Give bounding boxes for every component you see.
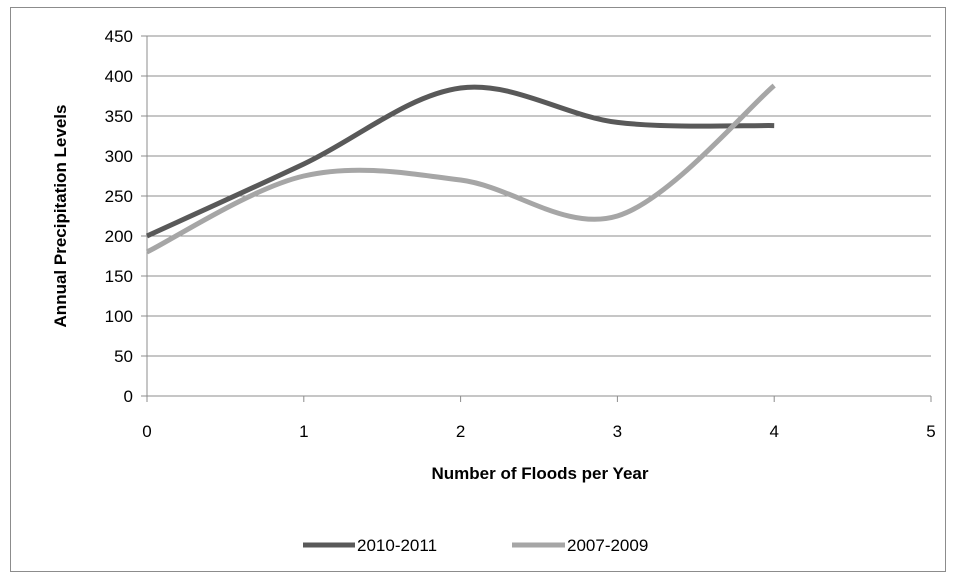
chart-frame bbox=[10, 7, 946, 572]
y-tick-label: 450 bbox=[105, 27, 133, 46]
y-tick-label: 100 bbox=[105, 307, 133, 326]
y-tick-label: 350 bbox=[105, 107, 133, 126]
x-axis-title: Number of Floods per Year bbox=[432, 464, 649, 483]
x-tick-label: 5 bbox=[926, 422, 935, 441]
legend-label-series-2: 2007-2009 bbox=[567, 536, 648, 555]
x-tick-label: 3 bbox=[613, 422, 622, 441]
x-tick-label: 2 bbox=[456, 422, 465, 441]
y-axis-title: Annual Precipitation Levels bbox=[51, 105, 70, 328]
y-tick-labels: 0 50 100 150 200 250 300 350 400 450 bbox=[105, 27, 133, 406]
y-tick-label: 300 bbox=[105, 147, 133, 166]
x-tick-label: 0 bbox=[142, 422, 151, 441]
y-tick-label: 250 bbox=[105, 187, 133, 206]
series-line-1 bbox=[145, 84, 775, 239]
gridlines bbox=[147, 35, 931, 357]
y-tick-label: 150 bbox=[105, 267, 133, 286]
axes bbox=[141, 35, 932, 402]
legend-label-series-1: 2010-2011 bbox=[357, 536, 437, 555]
legend: 2010-2011 2007-2009 bbox=[303, 536, 648, 555]
x-tick-labels: 0 1 2 3 4 5 bbox=[142, 422, 935, 441]
y-tick-label: 0 bbox=[124, 387, 133, 406]
series-lines bbox=[145, 83, 776, 255]
x-tick-label: 1 bbox=[299, 422, 308, 441]
y-tick-label: 400 bbox=[105, 67, 133, 86]
y-tick-label: 200 bbox=[105, 227, 133, 246]
y-tick-label: 50 bbox=[114, 347, 133, 366]
series-line-2 bbox=[145, 83, 776, 255]
x-tick-label: 4 bbox=[769, 422, 778, 441]
